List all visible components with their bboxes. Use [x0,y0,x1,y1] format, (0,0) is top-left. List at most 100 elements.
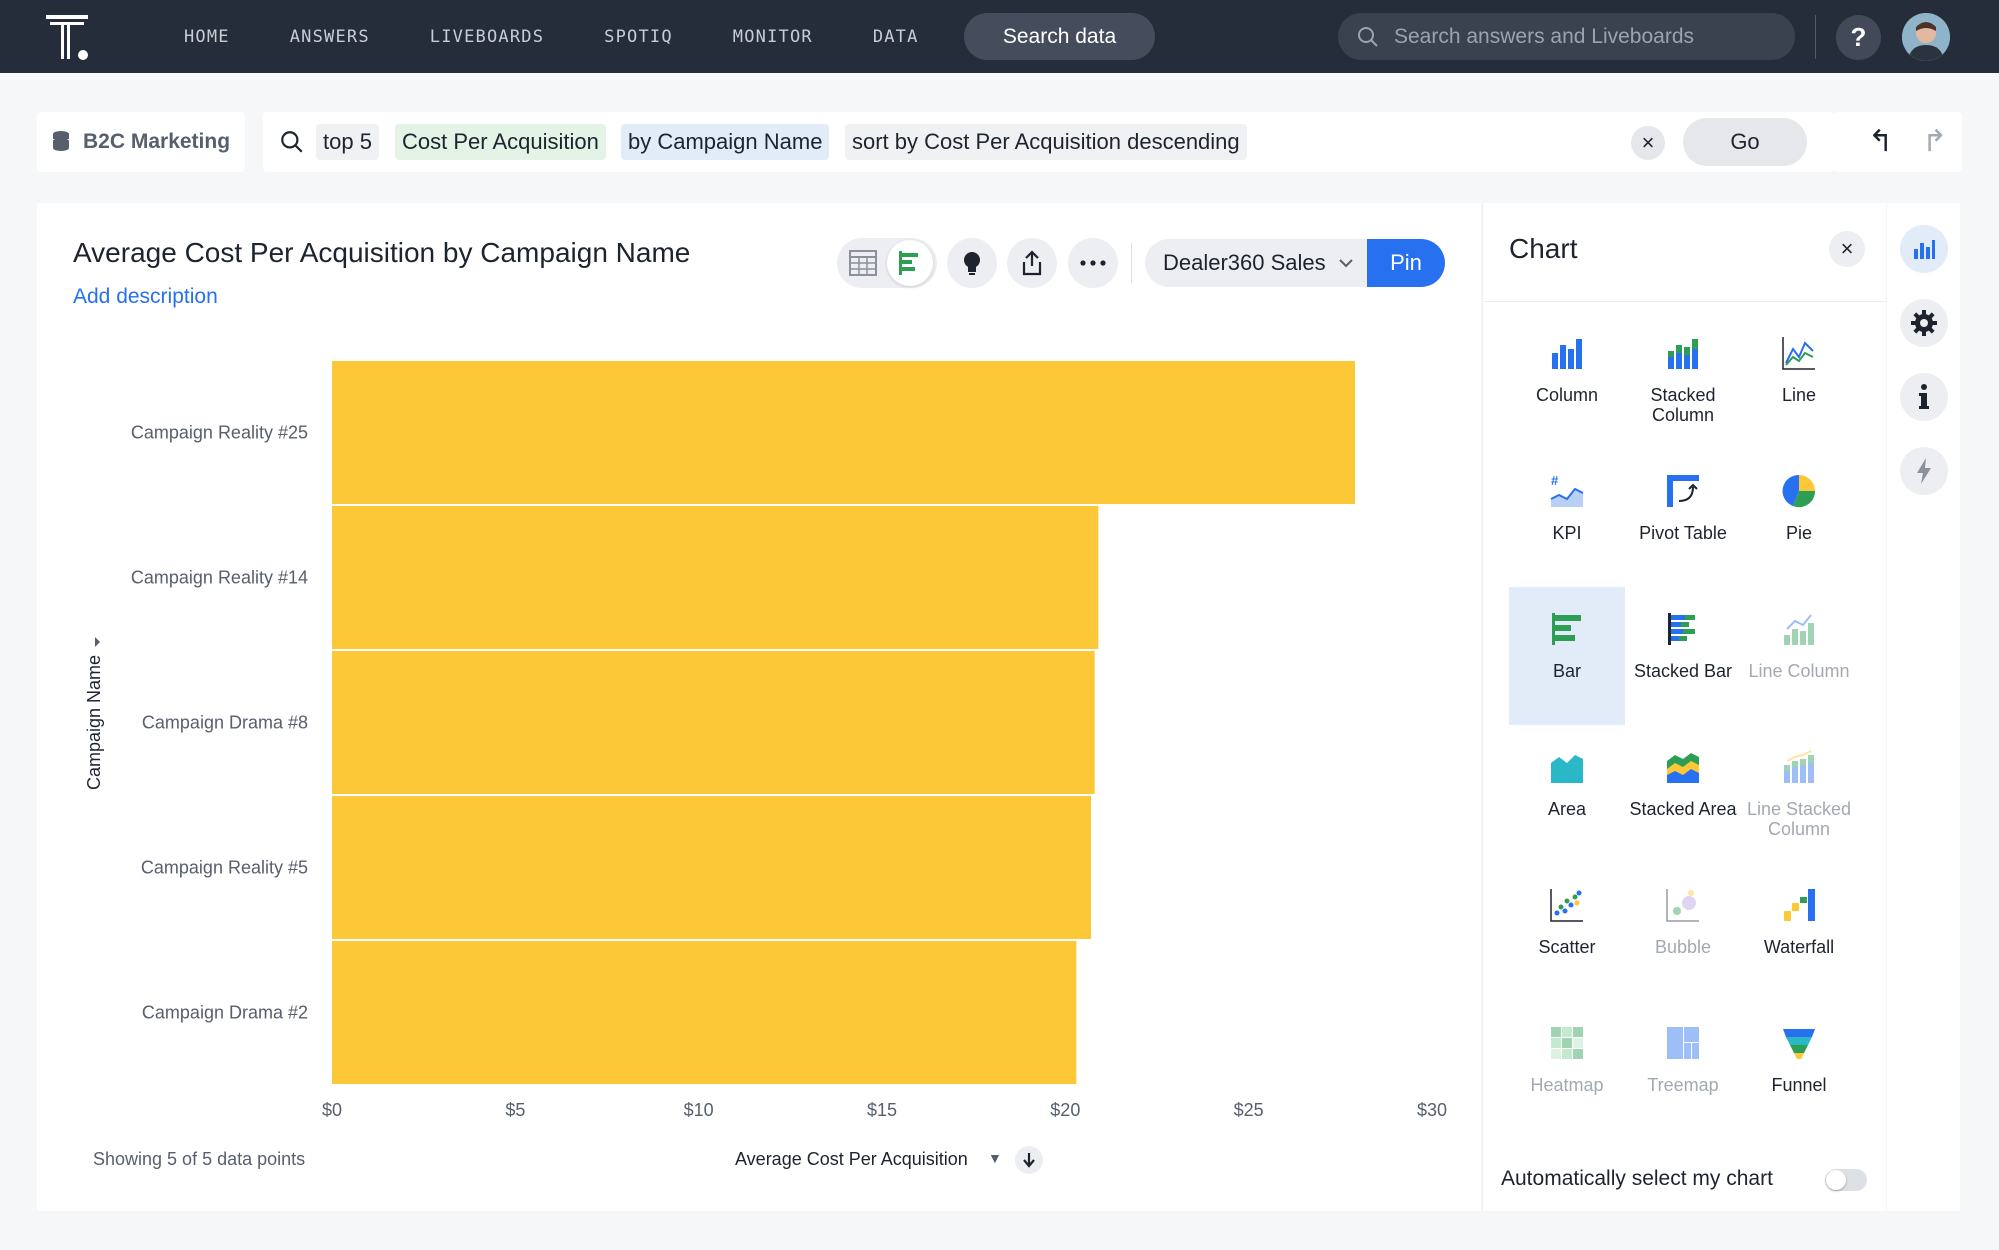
chart-type-label: Line Column [1748,661,1850,681]
chart-type-stacked-column[interactable]: Stacked Column [1625,311,1741,449]
user-avatar-icon [1902,13,1950,61]
chart-type-label: Waterfall [1763,937,1835,957]
redo-icon[interactable]: ↱ [1922,125,1948,158]
undo-icon[interactable]: ↰ [1868,125,1894,158]
chart-type-treemap[interactable]: Treemap [1625,1001,1741,1139]
toolbar-divider [1131,243,1132,283]
bar-chart: Campaign Reality #25 Campaign Reality #14… [84,361,1447,1120]
chart-type-kpi[interactable]: # KPI [1509,449,1625,587]
close-panel-button[interactable]: × [1829,231,1865,267]
add-description-link[interactable]: Add description [73,285,218,308]
chart-bar[interactable] [332,361,1355,504]
chart-type-stacked-bar[interactable]: Stacked Bar [1625,587,1741,725]
chart-type-pie[interactable]: Pie [1741,449,1857,587]
line-stacked-column-chart-icon [1784,750,1814,783]
nav-spotiq[interactable]: SPOTIQ [604,26,673,47]
chart-type-pivot-table[interactable]: Pivot Table [1625,449,1741,587]
chart-type-scatter[interactable]: Scatter [1509,863,1625,1001]
search-token-sort[interactable]: sort by Cost Per Acquisition descending [845,124,1247,160]
y-tick-label: Campaign Reality #5 [141,858,308,878]
search-token-top[interactable]: top 5 [316,124,379,160]
nav-answers[interactable]: ANSWERS [289,26,370,47]
chart-view-button[interactable] [887,240,933,286]
liveboard-label: Dealer360 Sales [1163,250,1326,275]
bar-chart-icon [1552,613,1581,645]
data-points-count: Showing 5 of 5 data points [93,1149,306,1169]
chart-type-area[interactable]: Area [1509,725,1625,863]
chart-type-label: Stacked Area [1629,799,1737,819]
caret-down-icon[interactable]: ▼ [988,1150,1002,1166]
table-view-icon[interactable] [849,250,877,276]
thoughtspot-logo[interactable] [46,15,92,61]
datasource-selector[interactable]: B2C Marketing [37,112,245,172]
pin-button[interactable]: Pin [1367,239,1445,287]
chart-type-funnel[interactable]: Funnel [1741,1001,1857,1139]
bubble-chart-icon [1666,889,1699,922]
nav-data[interactable]: DATA [872,26,919,47]
panel-title: Chart [1509,233,1578,264]
chart-type-label: Pie [1785,523,1812,543]
top-nav: HOME ANSWERS LIVEBOARDS SPOTIQ MONITOR D… [0,0,1999,73]
y-tick-label: Campaign Drama #2 [142,1003,308,1023]
search-data-button[interactable]: Search data [964,13,1155,60]
chart-type-label: Line [1781,385,1817,405]
search-token-attribute[interactable]: by Campaign Name [621,124,830,160]
info-tab[interactable] [1900,373,1948,421]
chart-type-label: Pivot Table [1639,523,1727,543]
settings-tab[interactable] [1900,299,1948,347]
help-button[interactable]: ? [1836,15,1881,60]
clear-search-button[interactable]: × [1631,126,1665,160]
scatter-chart-icon [1550,889,1583,922]
nav-monitor[interactable]: MONITOR [732,26,813,47]
pivot-table-icon [1667,475,1699,507]
chart-type-line-column[interactable]: Line Column [1741,587,1857,725]
sort-measure-label[interactable]: Average Cost Per Acquisition [735,1149,968,1169]
chart-bar[interactable] [332,941,1077,1084]
nav-liveboards[interactable]: LIVEBOARDS [429,26,545,47]
search-token-measure[interactable]: Cost Per Acquisition [395,124,606,160]
chart-type-label: Funnel [1771,1075,1827,1095]
x-tick-label: $25 [1234,1100,1264,1120]
spotiq-insights-button[interactable] [947,238,997,288]
chart-type-label: Scatter [1538,937,1596,957]
arrow-down-icon [1023,1153,1035,1168]
stacked-bar-chart-icon [1668,613,1695,645]
more-options-button[interactable] [1068,238,1118,288]
avatar[interactable] [1902,13,1950,61]
chart-type-bar[interactable]: Bar [1509,587,1625,725]
chart-type-line-stacked-column[interactable]: Line Stacked Column [1741,725,1857,863]
waterfall-chart-icon [1784,889,1815,921]
share-icon [1022,250,1042,276]
chart-type-label: Treemap [1647,1075,1719,1095]
answer-title[interactable]: Average Cost Per Acquisition by Campaign… [73,237,691,268]
caret-right-icon[interactable] [95,637,100,647]
share-button[interactable] [1007,238,1057,288]
column-chart-icon [1914,240,1935,259]
x-tick-label: $30 [1417,1100,1447,1120]
chart-type-stacked-area[interactable]: Stacked Area [1625,725,1741,863]
chart-type-heatmap[interactable]: Heatmap [1509,1001,1625,1139]
search-bar[interactable]: top 5 Cost Per Acquisition by Campaign N… [263,112,1835,172]
automation-tab[interactable] [1900,447,1948,495]
chart-type-bubble[interactable]: Bubble [1625,863,1741,1001]
liveboard-selector[interactable]: Dealer360 Sales [1145,239,1367,287]
sort-descending-button[interactable] [1015,1146,1043,1174]
chart-bar[interactable] [332,796,1091,939]
chart-type-waterfall[interactable]: Waterfall [1741,863,1857,1001]
chart-bar[interactable] [332,506,1099,649]
auto-select-toggle[interactable] [1825,1169,1867,1191]
auto-select-label: Automatically select my chart [1501,1167,1773,1190]
chart-bar[interactable] [332,651,1095,794]
search-icon [1358,26,1378,47]
nav-home[interactable]: HOME [184,26,230,47]
chart-type-tab[interactable] [1900,225,1948,273]
chart-type-label: Stacked Bar [1633,661,1733,681]
line-column-chart-icon [1784,614,1814,645]
x-tick-label: $0 [322,1100,342,1120]
global-search-input[interactable]: Search answers and Liveboards [1338,13,1795,60]
nav-menu: HOME ANSWERS LIVEBOARDS SPOTIQ MONITOR D… [184,0,979,73]
chart-type-label: Stacked Column [1650,385,1716,425]
chart-type-column[interactable]: Column [1509,311,1625,449]
chart-type-line[interactable]: Line [1741,311,1857,449]
go-button[interactable]: Go [1683,118,1807,166]
